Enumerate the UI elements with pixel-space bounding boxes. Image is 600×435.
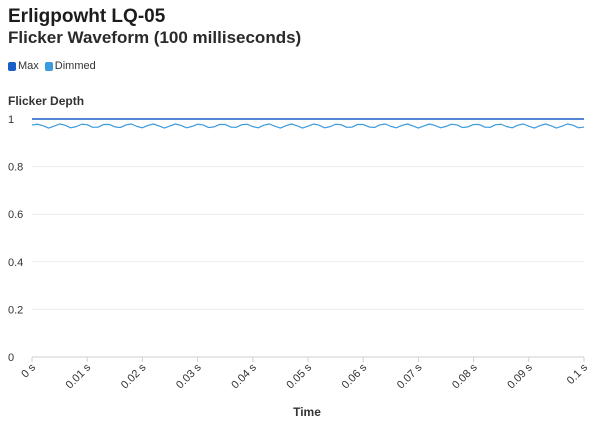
series-line-dimmed	[31, 123, 585, 129]
legend-item-dimmed[interactable]: Dimmed	[44, 60, 96, 72]
x-tick-label: 0.02 s	[119, 361, 149, 391]
x-tick-label: 0.09 s	[505, 361, 535, 391]
y-tick-label: 0.6	[8, 209, 23, 221]
x-tick-label: 0.04 s	[229, 361, 259, 391]
series-lines	[31, 118, 585, 129]
y-tick-label: 0.2	[8, 304, 23, 316]
chart-subtitle: Flicker Waveform (100 milliseconds)	[8, 28, 302, 47]
y-axis-title: Flicker Depth	[8, 94, 84, 108]
x-tick-label: 0.1 s	[565, 361, 591, 387]
legend-item-max[interactable]: Max	[8, 60, 39, 72]
y-tick-label: 1	[8, 114, 14, 126]
legend-label-dimmed: Dimmed	[54, 60, 96, 72]
y-tick-label: 0.4	[8, 257, 23, 269]
chart-title: Erligpowht LQ-05	[8, 6, 166, 27]
x-tick-label: 0.08 s	[450, 361, 480, 391]
x-tick-label: 0.01 s	[64, 361, 94, 391]
y-tick-label: 0.8	[8, 162, 23, 174]
y-tick-labels: 0 0.2 0.4 0.6 0.8 1	[8, 114, 23, 364]
legend-swatch-max	[8, 61, 16, 71]
x-tick-label: 0 s	[19, 361, 38, 380]
legend-swatch-dimmed	[44, 61, 53, 71]
x-tick-labels: 0 s 0.01 s 0.02 s 0.03 s 0.04 s 0.05 s 0.06 s 0…	[19, 357, 590, 391]
x-tick-label: 0.07 s	[395, 361, 425, 391]
y-tick-label: 0	[8, 352, 14, 364]
x-tick-label: 0.06 s	[340, 361, 370, 391]
x-tick-label: 0.05 s	[284, 361, 314, 391]
x-axis-title: Time	[293, 405, 321, 419]
x-tick-label: 0.03 s	[174, 361, 204, 391]
legend-label-max: Max	[18, 60, 39, 72]
grid-lines	[32, 118, 584, 358]
chart-legend: Max Dimmed	[8, 60, 96, 72]
